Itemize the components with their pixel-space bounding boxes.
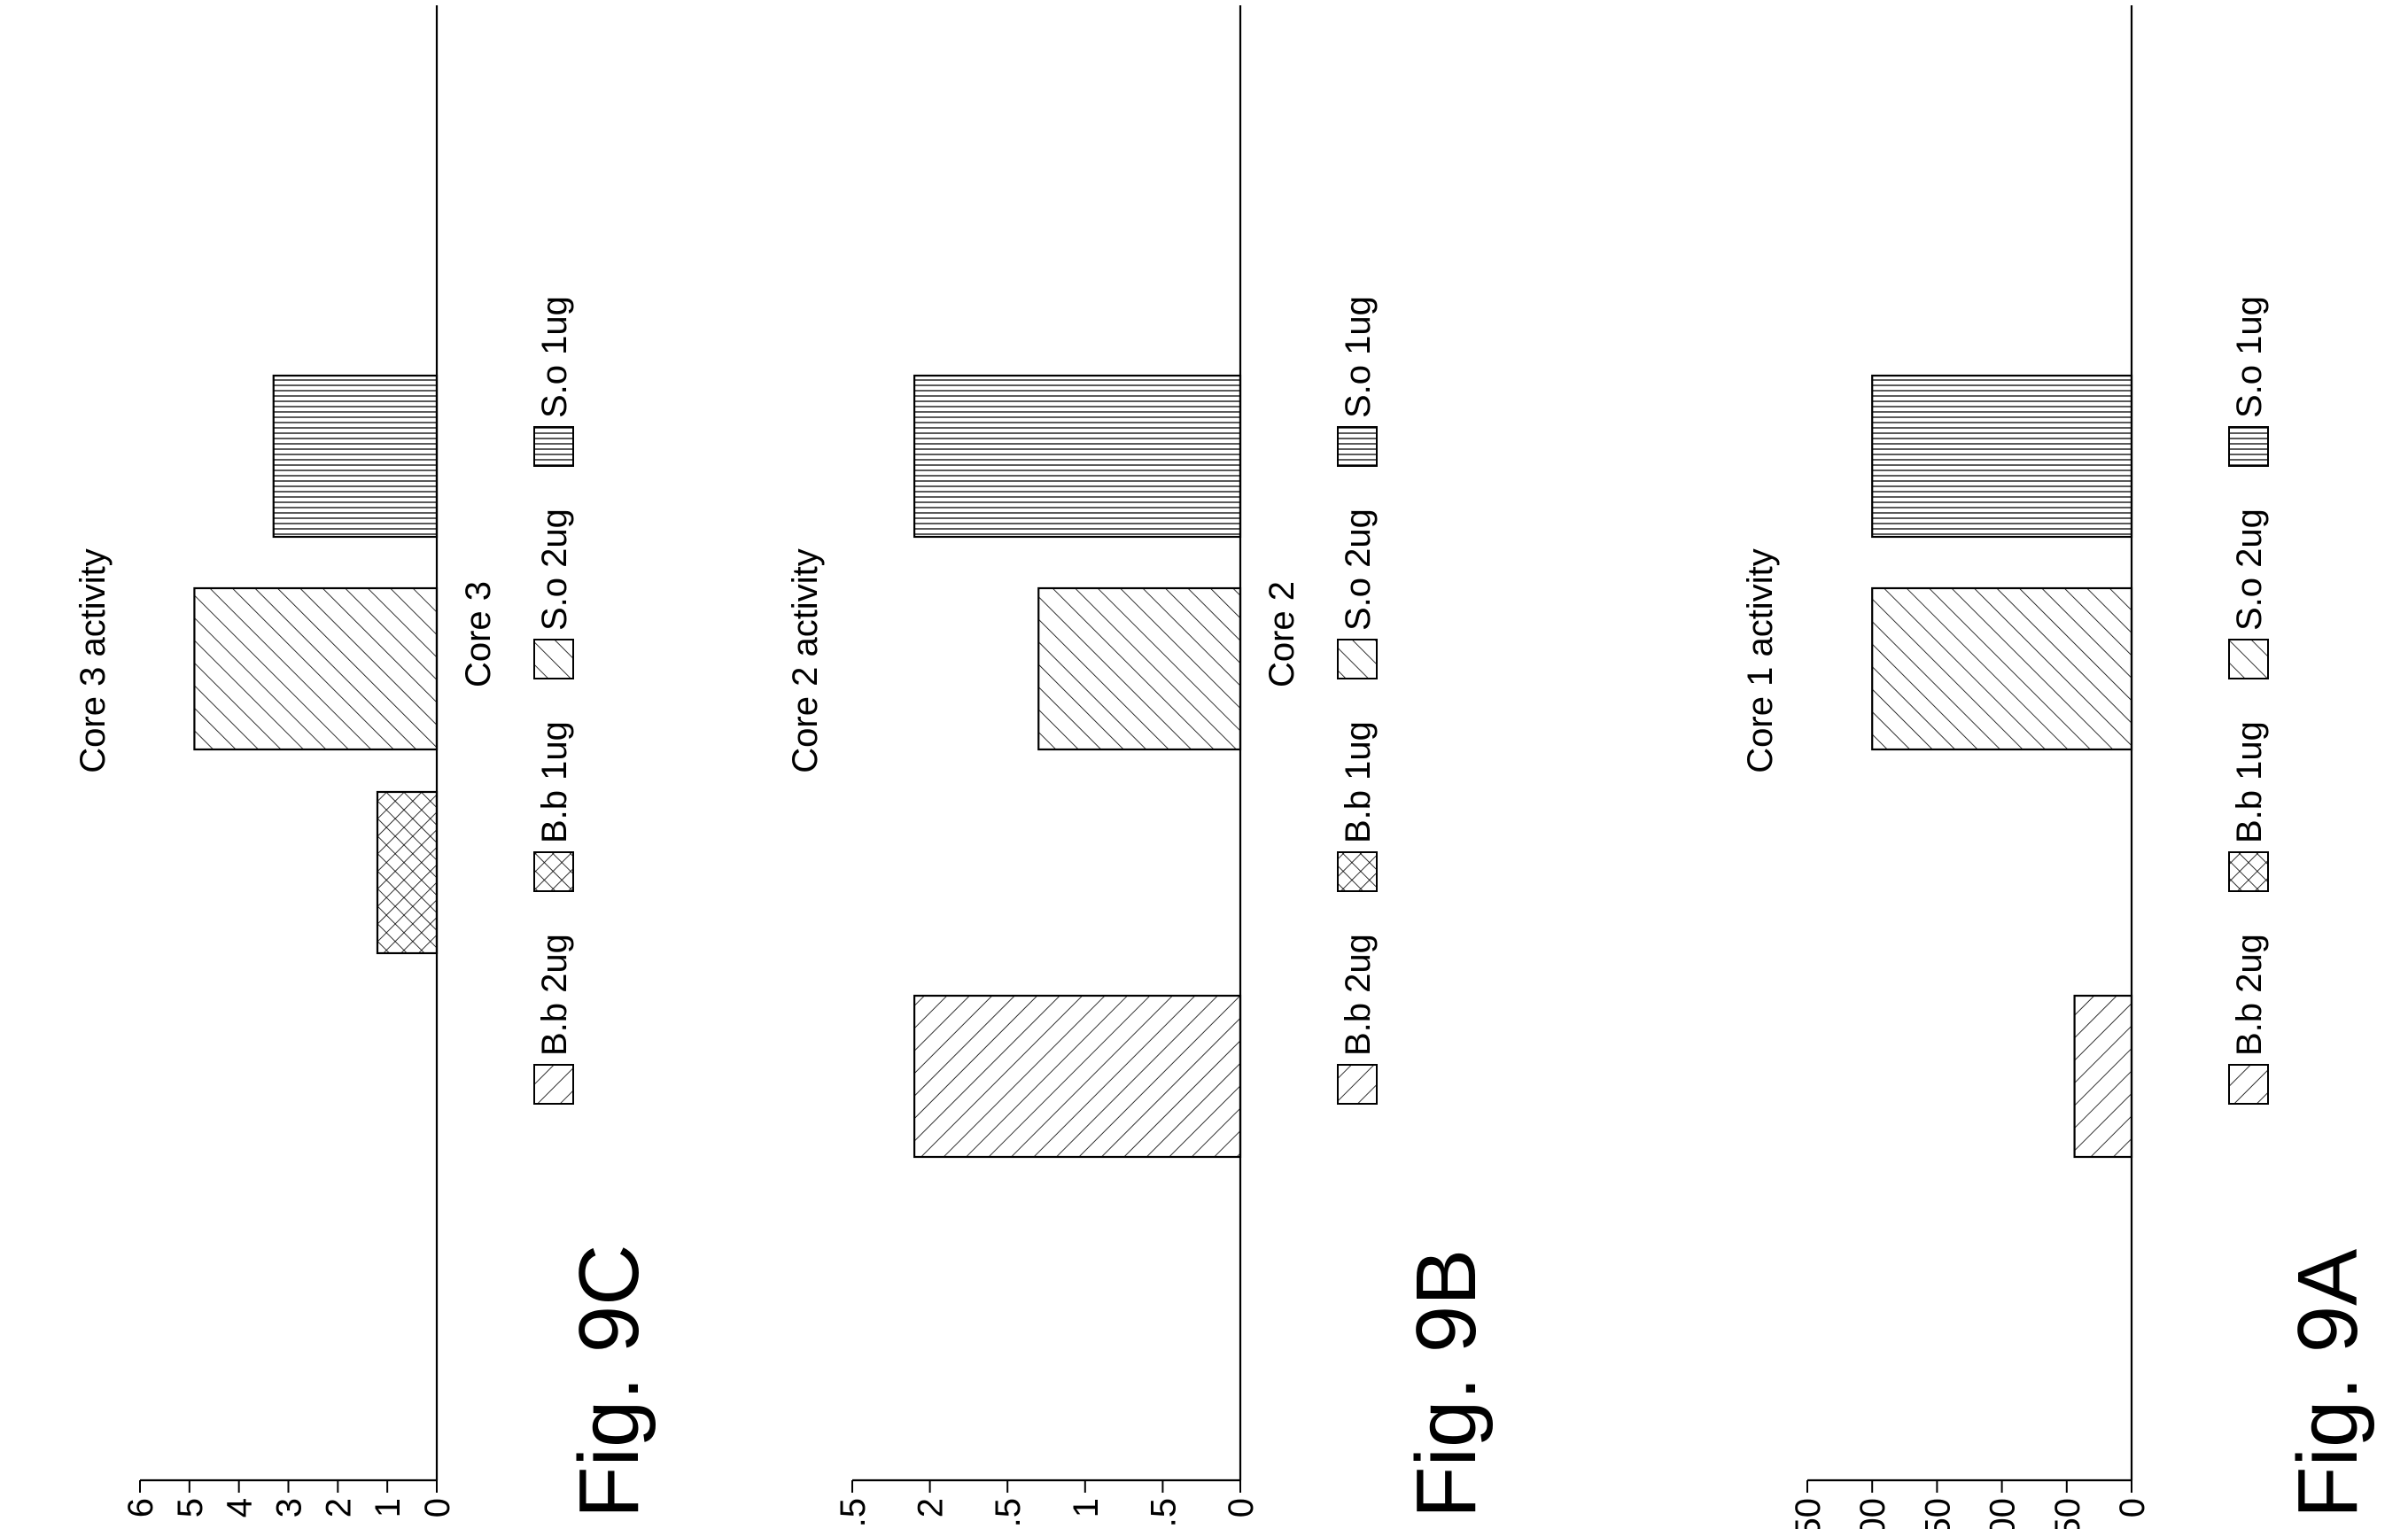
legend-label-so-1ug-9b: S.o 1ug [1339,296,1378,418]
category-label-9c: Core 3 [459,581,498,687]
bar-bb-1ug-9c [376,790,439,955]
bar-so-2ug-9c [193,586,439,751]
chart-title-9a: Core 1 activity [1741,548,1780,772]
y-tick-label-9b-0: 0 [1222,1498,1261,1517]
y-tick-label-9c-2: 2 [319,1498,358,1517]
category-label-9b: Core 2 [1262,581,1301,687]
legend-swatch-bb-1ug-9a [2228,851,2269,892]
bar-bb-2ug-9b [913,994,1242,1159]
y-tick-label-9c-5: 5 [171,1498,210,1517]
y-tick-label-9a-5: 250 [1789,1498,1828,1529]
legend-swatch-so-1ug-9a [2228,426,2269,467]
legend-swatch-so-2ug-9a [2228,639,2269,679]
legend-swatch-bb-2ug-9b [1337,1064,1378,1105]
bar-so-2ug-9a [1871,586,2133,751]
fig-label-9a: Fig. 9A [2280,1248,2375,1518]
bar-so-1ug-9a [1871,374,2133,539]
fig-label-9c: Fig. 9C [562,1244,656,1518]
y-tick-label-9b-2: 1 [1067,1498,1106,1517]
legend-label-bb-1ug-9a: B.b 1ug [2230,721,2269,843]
legend-swatch-bb-1ug-9c [533,851,574,892]
legend-label-so-1ug-9a: S.o 1ug [2230,296,2269,418]
legend-label-bb-2ug-9a: B.b 2ug [2230,934,2269,1056]
legend-swatch-bb-1ug-9b [1337,851,1378,892]
y-tick-label-9c-6: 6 [121,1498,160,1517]
legend-label-bb-1ug-9b: B.b 1ug [1339,721,1378,843]
legend-label-bb-2ug-9c: B.b 2ug [535,934,574,1056]
panel-fig-9b: 00.511.522.5∆Abs/5min (405 nm)Core 2 act… [685,0,1494,1529]
y-tick-label-9a-2: 100 [1984,1498,2023,1529]
y-tick-label-9b-5: 2.5 [834,1498,873,1529]
y-tick-label-9a-1: 50 [2048,1498,2087,1529]
y-tick-label-9c-0: 0 [418,1498,457,1517]
bar-bb-2ug-9a [2073,994,2133,1159]
chart-title-9c: Core 3 activity [74,548,113,772]
chart-title-9b: Core 2 activity [786,548,825,772]
legend-label-so-1ug-9c: S.o 1ug [535,296,574,418]
legend-swatch-so-2ug-9b [1337,639,1378,679]
legend-label-so-2ug-9c: S.o 2ug [535,508,574,631]
legend-label-bb-2ug-9b: B.b 2ug [1339,934,1378,1056]
legend-swatch-so-1ug-9c [533,426,574,467]
bar-so-1ug-9b [913,374,1242,539]
y-tick-label-9a-4: 200 [1853,1498,1892,1529]
y-tick-label-9b-4: 2 [912,1498,951,1517]
y-tick-label-9c-4: 4 [221,1498,260,1517]
legend-label-so-2ug-9b: S.o 2ug [1339,508,1378,631]
y-tick-label-9a-3: 150 [1918,1498,1957,1529]
y-tick-label-9a-0: 0 [2113,1498,2152,1517]
bar-so-1ug-9c [272,374,439,539]
legend-swatch-so-1ug-9b [1337,426,1378,467]
legend-swatch-bb-2ug-9a [2228,1064,2269,1105]
y-tick-label-9b-1: 0.5 [1144,1498,1183,1529]
legend-swatch-so-2ug-9c [533,639,574,679]
chart-9b-svg: 00.511.522.5∆Abs/5min (405 nm)Core 2 act… [786,5,1378,1529]
legend-label-so-2ug-9a: S.o 2ug [2230,508,2269,631]
y-tick-label-9c-1: 1 [369,1498,408,1517]
legend-swatch-bb-2ug-9c [533,1064,574,1105]
bar-so-2ug-9b [1037,586,1242,751]
fig-label-9b: Fig. 9B [1399,1248,1494,1518]
legend-label-bb-1ug-9c: B.b 1ug [535,721,574,843]
y-tick-label-9b-3: 1.5 [989,1498,1028,1529]
y-tick-label-9c-3: 3 [270,1498,309,1517]
